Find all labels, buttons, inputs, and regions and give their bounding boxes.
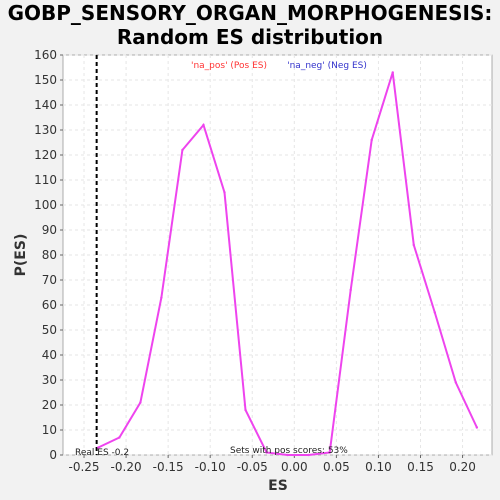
y-tick-label: 130 [34,123,57,137]
curve-point [349,288,352,292]
x-tick-label: 0.05 [323,460,350,474]
y-tick-label: 10 [42,423,57,437]
curve-point [139,401,142,404]
y-tick-label: 100 [34,198,57,212]
curve-point [391,71,394,74]
chart-title-line2: Random ES distribution [117,25,383,49]
y-tick-label: 120 [34,148,57,162]
y-tick-label: 50 [42,323,57,337]
curve-point [433,311,436,314]
curve-point [370,138,373,142]
y-tick-label: 20 [42,398,57,412]
curve-point [160,296,163,299]
grid-lines [63,54,492,456]
chart-title-line1: GOBP_SENSORY_ORGAN_MORPHOGENESIS: [8,1,493,25]
y-tick-label: 30 [42,373,57,387]
y-tick-label: 70 [42,273,57,287]
real-es-label: Real ES -0.2 [75,448,129,458]
x-tick-label: 0.10 [365,460,392,474]
x-tick-label: 0.00 [281,460,308,474]
x-tick-label: -0.10 [195,460,226,474]
y-axis-ticks: 0 10 20 30 40 50 60 70 80 90 100 110 120 130 140 150 160 [34,48,63,462]
y-axis-label: P(ES) [13,234,29,277]
curve-point [412,243,415,247]
x-axis-label: ES [268,478,288,494]
y-tick-label: 80 [42,248,57,262]
y-tick-label: 60 [42,298,57,312]
x-tick-label: -0.15 [153,460,184,474]
curve-point [454,381,458,384]
curve-point [181,148,184,152]
curve-points [97,71,479,457]
x-tick-label: -0.25 [68,460,99,474]
curve-point [307,453,310,457]
x-axis-ticks: -0.25 -0.20 -0.15 -0.10 -0.05 0.00 0.05 0.10 0.1… [68,455,476,474]
x-tick-label: 0.15 [407,460,434,474]
legend-neg: 'na_neg' (Neg ES) [287,61,367,71]
legend-pos: 'na_pos' (Pos ES) [191,61,267,71]
curve-point [97,446,100,449]
x-tick-label: 0.20 [449,460,476,474]
y-tick-label: 40 [42,348,57,362]
x-tick-label: -0.05 [237,460,268,474]
curve-point [202,123,205,127]
curve-point [265,451,268,454]
y-tick-label: 110 [34,173,57,187]
curve-point [328,451,331,454]
y-tick-label: 140 [34,98,57,112]
curve-point [223,191,226,194]
curve-point [286,453,289,457]
curve-point [475,426,479,429]
curve-point [118,436,121,439]
y-tick-label: 90 [42,223,57,237]
y-tick-label: 150 [34,73,57,87]
y-tick-label: 0 [49,448,57,462]
curve-point [244,408,247,412]
x-tick-label: -0.20 [111,460,142,474]
plot-area [62,54,493,456]
pos-scores-label: Sets with pos scores: 53% [230,446,348,456]
y-tick-label: 160 [34,48,57,62]
